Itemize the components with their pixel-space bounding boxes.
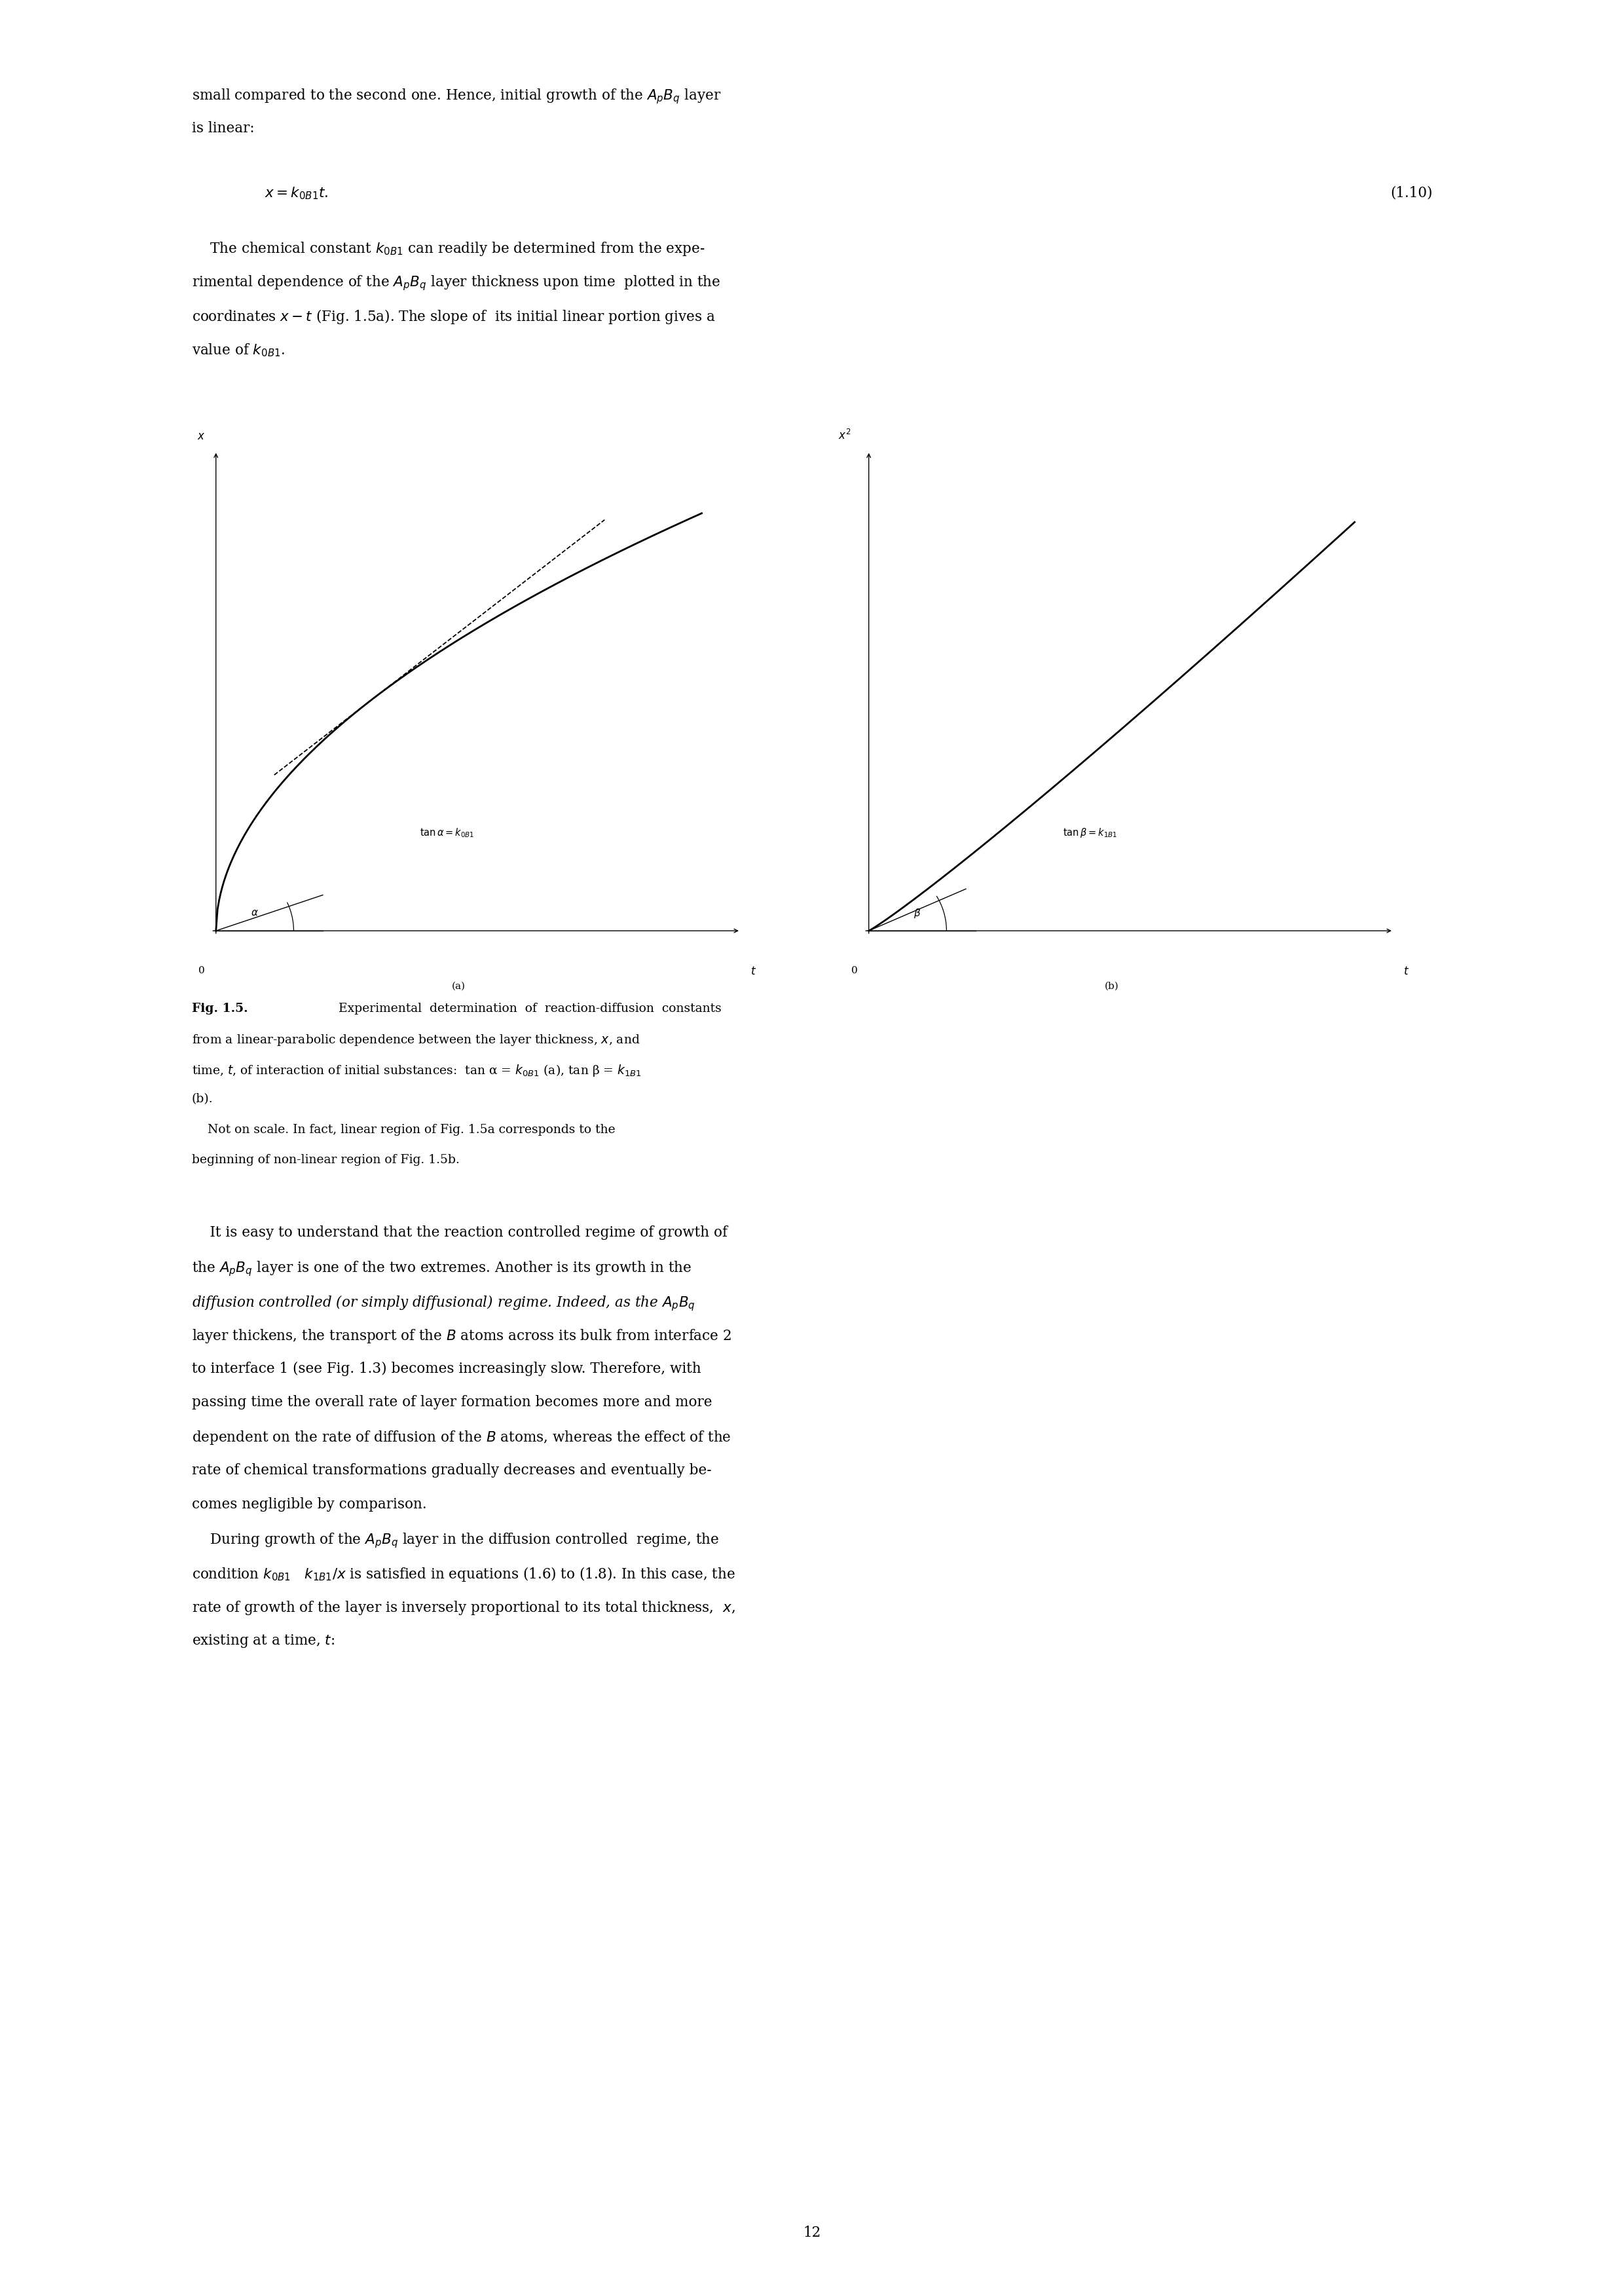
Text: small compared to the second one. Hence, initial growth of the $A_pB_q$ layer: small compared to the second one. Hence,… xyxy=(192,87,721,106)
Text: It is easy to understand that the reaction controlled regime of growth of: It is easy to understand that the reacti… xyxy=(192,1226,728,1239)
Text: Not on scale. In fact, linear region of Fig. 1.5a corresponds to the: Not on scale. In fact, linear region of … xyxy=(192,1125,615,1136)
Text: rate of chemical transformations gradually decreases and eventually be-: rate of chemical transformations gradual… xyxy=(192,1464,711,1478)
Text: dependent on the rate of diffusion of the $B$ atoms, whereas the effect of the: dependent on the rate of diffusion of th… xyxy=(192,1430,731,1446)
Text: 0: 0 xyxy=(851,966,857,975)
Text: During growth of the $A_pB_q$ layer in the diffusion controlled  regime, the: During growth of the $A_pB_q$ layer in t… xyxy=(192,1531,719,1549)
Text: $t$: $t$ xyxy=(750,966,757,978)
Text: 12: 12 xyxy=(802,2226,822,2240)
Text: time, $t$, of interaction of initial substances:  tan α = $k_{0B1}$ (a), tan β =: time, $t$, of interaction of initial sub… xyxy=(192,1063,641,1079)
Text: The chemical constant $k_{0B1}$ can readily be determined from the expe-: The chemical constant $k_{0B1}$ can read… xyxy=(192,241,705,257)
Text: rate of growth of the layer is inversely proportional to its total thickness,  $: rate of growth of the layer is inversely… xyxy=(192,1600,736,1616)
Text: condition $k_{0B1}$   $k_{1B1}/x$ is satisfied in equations (1.6) to (1.8). In t: condition $k_{0B1}$ $k_{1B1}/x$ is satis… xyxy=(192,1565,736,1584)
Text: $\beta$: $\beta$ xyxy=(914,907,921,920)
Text: $x^2$: $x^2$ xyxy=(838,429,851,443)
Text: passing time the overall rate of layer formation becomes more and more: passing time the overall rate of layer f… xyxy=(192,1395,711,1409)
Text: is linear:: is linear: xyxy=(192,122,255,135)
Text: $x$: $x$ xyxy=(197,431,205,443)
Text: from a linear-parabolic dependence between the layer thickness, $x$, and: from a linear-parabolic dependence betwe… xyxy=(192,1033,640,1047)
Text: (1.10): (1.10) xyxy=(1390,186,1432,200)
Text: the $A_pB_q$ layer is one of the two extremes. Another is its growth in the: the $A_pB_q$ layer is one of the two ext… xyxy=(192,1260,692,1278)
Text: existing at a time, $t$:: existing at a time, $t$: xyxy=(192,1634,335,1650)
Text: (a): (a) xyxy=(451,982,466,991)
Text: value of $k_{0B1}$.: value of $k_{0B1}$. xyxy=(192,342,284,358)
Text: rimental dependence of the $A_pB_q$ layer thickness upon time  plotted in the: rimental dependence of the $A_pB_q$ laye… xyxy=(192,273,721,291)
Text: Fig. 1.5.: Fig. 1.5. xyxy=(192,1003,248,1014)
Text: coordinates $x - t$ (Fig. 1.5a). The slope of  its initial linear portion gives : coordinates $x - t$ (Fig. 1.5a). The slo… xyxy=(192,308,715,326)
Text: $\tan\alpha = k_{0B1}$: $\tan\alpha = k_{0B1}$ xyxy=(421,826,474,840)
Text: comes negligible by comparison.: comes negligible by comparison. xyxy=(192,1496,427,1512)
Text: layer thickens, the transport of the $B$ atoms across its bulk from interface 2: layer thickens, the transport of the $B$… xyxy=(192,1327,731,1345)
Text: to interface 1 (see Fig. 1.3) becomes increasingly slow. Therefore, with: to interface 1 (see Fig. 1.3) becomes in… xyxy=(192,1361,702,1377)
Text: $x = k_{0B1}t.$: $x = k_{0B1}t.$ xyxy=(265,186,328,202)
Text: Experimental  determination  of  reaction-diffusion  constants: Experimental determination of reaction-d… xyxy=(335,1003,721,1014)
Text: 0: 0 xyxy=(198,966,205,975)
Text: $t$: $t$ xyxy=(1403,966,1410,978)
Text: (b).: (b). xyxy=(192,1092,213,1106)
Text: (b): (b) xyxy=(1104,982,1119,991)
Text: $\alpha$: $\alpha$ xyxy=(252,909,258,918)
Text: beginning of non-linear region of Fig. 1.5b.: beginning of non-linear region of Fig. 1… xyxy=(192,1154,460,1166)
Text: $\tan\beta = k_{1B1}$: $\tan\beta = k_{1B1}$ xyxy=(1064,826,1117,840)
Text: diffusion controlled (or simply diffusional) regime. Indeed, as the $A_pB_q$: diffusion controlled (or simply diffusio… xyxy=(192,1294,695,1313)
